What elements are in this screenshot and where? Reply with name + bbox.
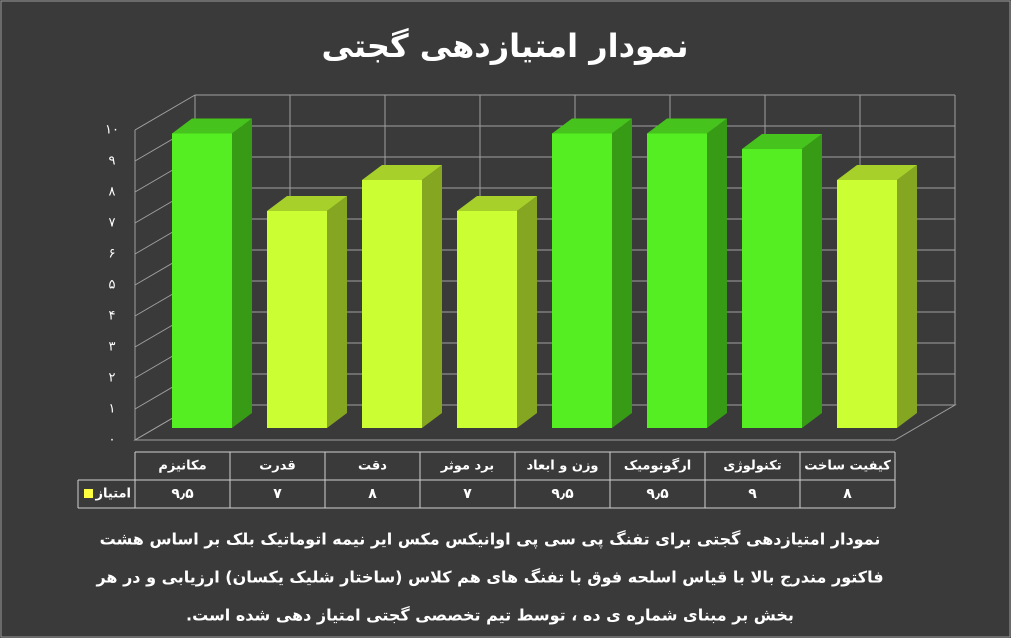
- y-tick-label: ۰: [109, 433, 116, 448]
- bar-top: [172, 118, 252, 134]
- y-tick-label: ۲: [109, 371, 116, 386]
- caption-line: فاکتور مندرج بالا با قیاس اسلحه فوق با ت…: [95, 568, 883, 587]
- bar: [552, 133, 612, 428]
- bar-top: [647, 118, 727, 134]
- bar-side: [517, 196, 537, 428]
- bar: [647, 133, 707, 428]
- x-tick-label: کیفیت ساخت: [804, 459, 891, 474]
- bar-side: [232, 118, 252, 428]
- value-label: ۹٫۵: [646, 486, 669, 502]
- value-label: ۷: [273, 486, 282, 502]
- bar-top: [267, 196, 347, 211]
- y-tick-label: ۹: [109, 154, 116, 169]
- x-tick-label: مکانیزم: [158, 459, 206, 474]
- y-tick-label: ۸: [109, 185, 116, 200]
- y-tick-label: ۱: [109, 402, 116, 417]
- x-tick-label: دقت: [358, 459, 387, 474]
- value-label: ۹٫۵: [171, 486, 194, 502]
- x-tick-label: ارگونومیک: [624, 458, 691, 474]
- legend-label: امتیاز: [95, 487, 131, 502]
- y-tick-label: ۵: [109, 278, 116, 293]
- bar-side: [327, 196, 347, 428]
- y-tick-label: ۱۰: [105, 123, 119, 138]
- value-label: ۸: [843, 486, 852, 502]
- value-label: ۹٫۵: [551, 486, 574, 502]
- x-tick-label: برد موثر: [440, 459, 494, 474]
- bar: [457, 211, 517, 428]
- bar: [742, 149, 802, 428]
- y-tick-label: ۳: [109, 340, 116, 355]
- bar-top: [742, 134, 822, 149]
- bar-top: [362, 165, 442, 180]
- y-tick-label: ۷: [109, 216, 116, 231]
- value-label: ۹: [748, 486, 757, 502]
- legend-swatch: [84, 489, 93, 498]
- value-label: ۷: [463, 486, 472, 502]
- bar-side: [422, 165, 442, 428]
- x-tick-label: تکنولوژی: [723, 459, 781, 474]
- grid-line: [134, 94, 196, 131]
- bar-side: [612, 118, 632, 428]
- bar: [267, 211, 327, 428]
- bar-side: [802, 134, 822, 428]
- caption-line: بخش بر مبنای شماره ی ده ، توسط تیم تخصصی…: [186, 606, 794, 625]
- y-tick-label: ۶: [109, 247, 116, 262]
- y-tick-label: ۴: [109, 309, 116, 324]
- bar: [362, 180, 422, 428]
- value-label: ۸: [368, 486, 377, 502]
- bar: [172, 133, 232, 428]
- x-tick-label: وزن و ابعاد: [526, 459, 598, 474]
- bar-top: [552, 118, 632, 134]
- x-tick-label: قدرت: [259, 459, 296, 474]
- bar: [837, 180, 897, 428]
- bar-side: [707, 118, 727, 428]
- bar-top: [837, 165, 917, 180]
- caption-line: نمودار امتیازدهی گجتی برای تفنگ پی سی پی…: [100, 530, 881, 550]
- bar-side: [897, 165, 917, 428]
- chart-title: نمودار امتیازدهی گجتی: [321, 27, 688, 65]
- bar-top: [457, 196, 537, 211]
